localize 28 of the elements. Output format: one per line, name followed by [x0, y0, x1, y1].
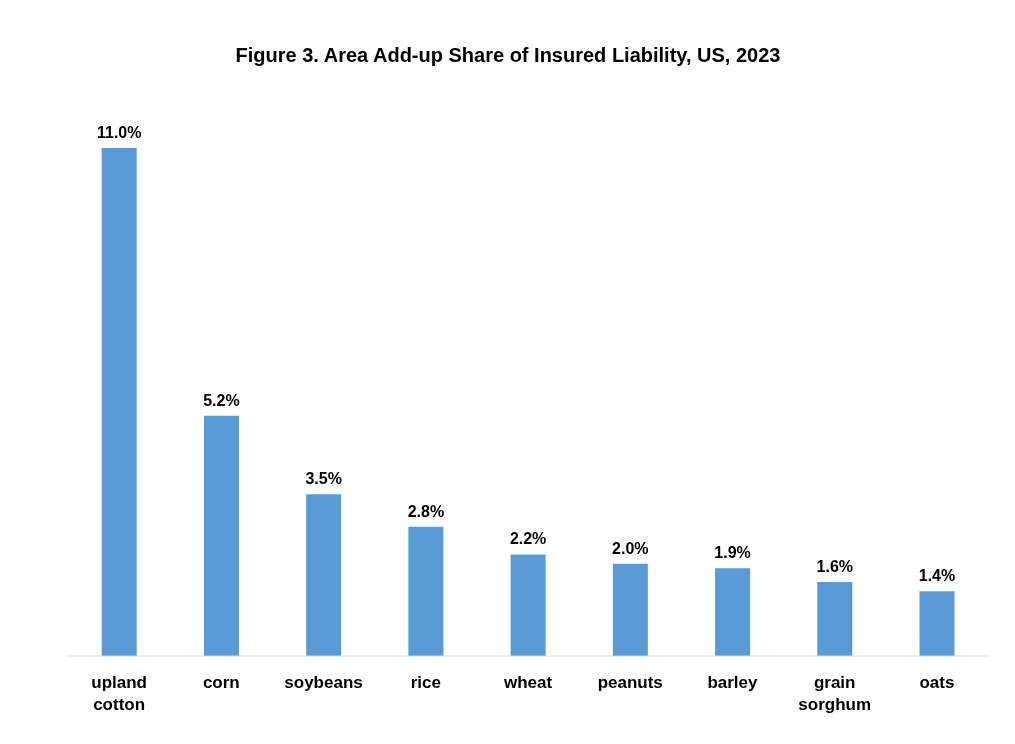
chart-title: Figure 3. Area Add-up Share of Insured Liability, US, 2023 [234, 44, 782, 67]
bar [612, 563, 648, 656]
x-tick-label: corn [202, 673, 240, 692]
data-label: 5.2% [203, 391, 240, 409]
bar [306, 494, 342, 656]
bar [101, 148, 137, 656]
x-tick-label: grain sorghum [798, 673, 872, 714]
bar [203, 415, 239, 656]
bar [919, 591, 955, 656]
x-tick-label: upland cotton [91, 673, 147, 714]
x-tick-label: peanuts [597, 673, 663, 692]
x-tick-label: soybeans [284, 673, 363, 692]
data-label: 2.8% [407, 502, 445, 520]
data-label: 1.4% [918, 567, 956, 585]
bar [408, 526, 444, 656]
x-tick-label: wheat [502, 673, 553, 692]
data-label: 2.0% [612, 539, 649, 557]
x-tick-label: rice [410, 673, 441, 692]
data-label: 3.5% [305, 470, 342, 488]
bar [715, 568, 751, 656]
data-label: 11.0% [96, 124, 142, 141]
bar [817, 582, 853, 656]
data-label: 1.9% [714, 544, 751, 562]
data-label: 1.6% [816, 558, 854, 576]
x-tick-label: oats [919, 673, 955, 692]
data-label: 2.2% [509, 530, 547, 548]
x-tick-label: barley [707, 673, 759, 692]
bar [510, 554, 546, 656]
